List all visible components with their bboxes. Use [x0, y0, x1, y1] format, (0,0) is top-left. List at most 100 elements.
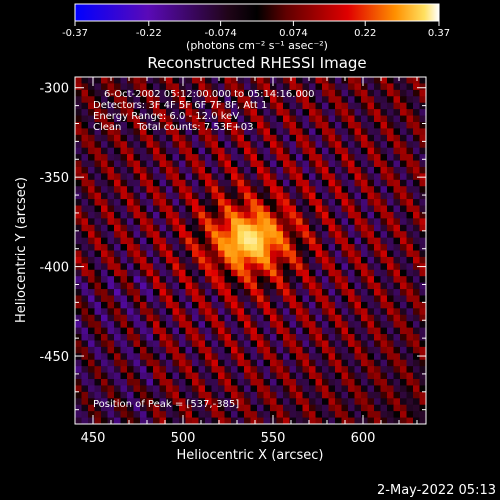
heatmap-cell — [153, 282, 161, 290]
heatmap-cell — [237, 276, 245, 284]
heatmap-cell — [387, 321, 395, 329]
heatmap-cell — [211, 398, 219, 406]
heatmap-cell — [218, 83, 226, 91]
heatmap-cell — [419, 186, 426, 194]
heatmap-cell — [198, 102, 206, 110]
heatmap-cell — [101, 269, 109, 277]
heatmap-cell — [263, 173, 271, 181]
heatmap-cell — [361, 89, 369, 97]
heatmap-cell — [354, 340, 362, 348]
heatmap-cell — [211, 379, 219, 387]
heatmap-cell — [361, 102, 369, 110]
heatmap-cell — [244, 256, 252, 264]
heatmap-cell — [387, 96, 395, 104]
heatmap-cell — [354, 231, 362, 239]
heatmap-cell — [120, 121, 128, 130]
heatmap-cell — [120, 141, 128, 149]
heatmap-cell — [172, 417, 180, 424]
heatmap-cell — [133, 128, 141, 136]
heatmap-cell — [218, 417, 226, 424]
heatmap-cell — [224, 321, 232, 329]
heatmap-cell — [309, 128, 317, 136]
heatmap-cell — [283, 269, 291, 277]
heatmap-cell — [211, 121, 219, 130]
heatmap-cell — [250, 404, 258, 412]
heatmap-cell — [283, 231, 291, 239]
heatmap-cell — [166, 269, 174, 277]
heatmap-cell — [211, 269, 219, 277]
heatmap-cell — [127, 391, 135, 399]
heatmap-cell — [88, 295, 96, 303]
heatmap-cell — [153, 211, 161, 219]
heatmap-cell — [296, 128, 304, 136]
heatmap-cell — [419, 224, 426, 232]
heatmap-cell — [146, 417, 154, 424]
heatmap-cell — [88, 218, 96, 226]
heatmap-cell — [120, 340, 128, 348]
heatmap-cell — [101, 321, 109, 329]
heatmap-cell — [413, 154, 421, 162]
heatmap-cell — [322, 224, 330, 232]
heatmap-cell — [289, 372, 297, 380]
heatmap-cell — [179, 250, 187, 258]
heatmap-cell — [322, 256, 330, 264]
heatmap-cell — [231, 109, 239, 117]
heatmap-cell — [211, 205, 219, 213]
heatmap-cell — [276, 334, 284, 342]
heatmap-cell — [218, 269, 226, 277]
heatmap-cell — [237, 141, 245, 149]
heatmap-cell — [75, 205, 83, 213]
heatmap-cell — [81, 398, 89, 406]
heatmap-cell — [114, 211, 122, 219]
heatmap-cell — [146, 314, 154, 322]
heatmap-cell — [361, 154, 369, 162]
plot-frame — [74, 76, 427, 425]
heatmap-cell — [289, 89, 297, 97]
heatmap-cell — [387, 224, 395, 232]
info-energy-range: Energy Range: 6.0 - 12.0 keV — [93, 111, 239, 122]
heatmap-cell — [328, 109, 336, 117]
heatmap-cell — [205, 141, 213, 149]
heatmap-cell — [354, 346, 362, 354]
heatmap-cell — [257, 334, 265, 342]
heatmap-cell — [146, 398, 154, 406]
heatmap-cell — [302, 134, 310, 142]
heatmap-cell — [276, 372, 284, 380]
heatmap-cell — [302, 276, 310, 284]
heatmap-cell — [120, 77, 128, 85]
heatmap-cell — [133, 314, 141, 322]
heatmap-cell — [413, 83, 421, 91]
heatmap-cell — [94, 218, 102, 226]
heatmap-cell — [406, 346, 414, 354]
heatmap-cell — [205, 83, 213, 91]
heatmap-cell — [211, 166, 219, 174]
heatmap-cell — [315, 166, 323, 174]
heatmap-cell — [185, 141, 193, 149]
heatmap-cell — [263, 340, 271, 348]
heatmap-cell — [231, 218, 239, 226]
heatmap-cell — [283, 141, 291, 149]
heatmap-cell — [75, 372, 83, 380]
heatmap-cell — [315, 244, 323, 252]
heatmap-cell — [179, 237, 187, 245]
heatmap-cell — [185, 372, 193, 380]
heatmap-cell — [387, 417, 395, 424]
heatmap-cell — [224, 404, 232, 412]
heatmap-cell — [302, 96, 310, 104]
heatmap-cell — [192, 134, 200, 142]
heatmap-cell — [413, 391, 421, 399]
heatmap-cell — [114, 372, 122, 380]
heatmap-cell — [159, 160, 167, 168]
heatmap-cell — [153, 398, 161, 406]
heatmap-cell — [88, 372, 96, 380]
heatmap-cell — [172, 334, 180, 342]
heatmap-cell — [120, 321, 128, 329]
heatmap-cell — [107, 411, 115, 419]
heatmap-cell — [166, 115, 174, 123]
heatmap-cell — [218, 372, 226, 380]
heatmap-cell — [367, 237, 375, 245]
heatmap-cell — [354, 263, 362, 271]
heatmap-cell — [140, 128, 148, 136]
heatmap-cell — [179, 121, 187, 130]
heatmap-cell — [211, 417, 219, 424]
